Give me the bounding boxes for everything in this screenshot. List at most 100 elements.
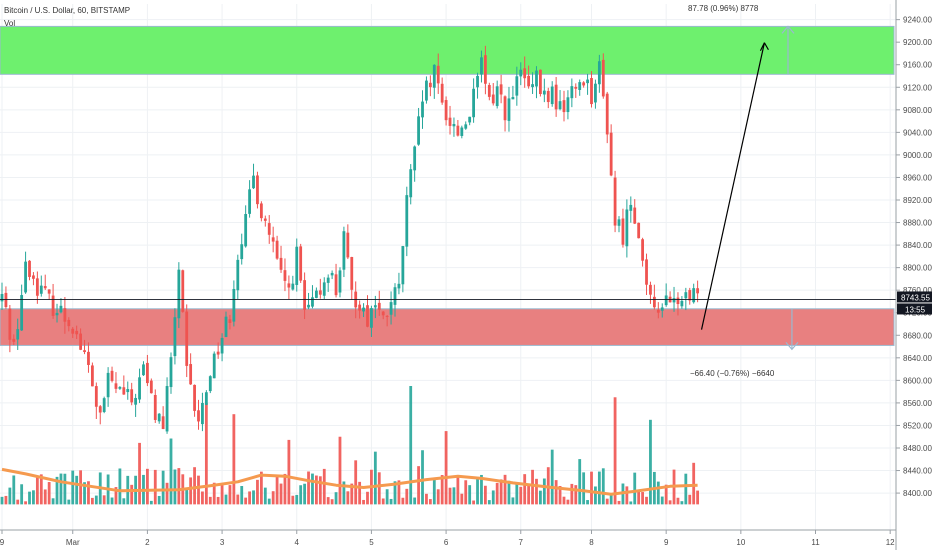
candle-body bbox=[248, 189, 251, 214]
y-tick-label: 8440.00 bbox=[903, 467, 932, 476]
volume-bar bbox=[94, 495, 98, 505]
volume-bar bbox=[527, 483, 531, 505]
volume-bar bbox=[425, 493, 428, 505]
candle-body bbox=[554, 84, 558, 110]
candle-body bbox=[527, 75, 531, 87]
volume-bar bbox=[240, 486, 244, 505]
volume-bar bbox=[436, 489, 440, 505]
volume-bar bbox=[169, 438, 173, 505]
volume-bar bbox=[464, 480, 468, 505]
volume-bar bbox=[511, 497, 515, 505]
candle-body bbox=[605, 93, 609, 135]
volume-bar bbox=[570, 483, 574, 505]
volume-bar bbox=[35, 476, 39, 505]
volume-bar bbox=[601, 468, 605, 505]
candle-body bbox=[75, 330, 79, 335]
y-tick-label: 8400.00 bbox=[903, 489, 932, 498]
candle-body bbox=[102, 398, 106, 412]
volume-bar bbox=[452, 487, 456, 505]
candle-body bbox=[377, 302, 381, 310]
candle-body bbox=[366, 305, 369, 327]
volume-bar bbox=[204, 402, 208, 505]
candle-body bbox=[684, 292, 688, 299]
volume-bar bbox=[676, 497, 680, 505]
volume-bar bbox=[617, 500, 621, 505]
volume-bar bbox=[193, 467, 196, 505]
candle-body bbox=[688, 290, 692, 301]
candle-body bbox=[637, 222, 641, 239]
x-tick-label: 9 bbox=[0, 538, 5, 547]
volume-bar bbox=[322, 468, 326, 505]
candle-body bbox=[362, 307, 365, 312]
volume-bar bbox=[432, 479, 436, 505]
candle-body bbox=[35, 278, 39, 296]
volume-bar bbox=[539, 490, 542, 505]
candle-body bbox=[157, 413, 161, 422]
y-tick-label: 8520.00 bbox=[903, 421, 932, 430]
volume-bar bbox=[110, 497, 114, 505]
volume-bar bbox=[656, 481, 660, 505]
volume-bar bbox=[51, 498, 55, 505]
candle-body bbox=[12, 338, 16, 342]
volume-bar bbox=[267, 498, 271, 505]
volume-bar bbox=[597, 471, 601, 505]
volume-bar bbox=[554, 480, 558, 505]
y-tick-label: 8760.00 bbox=[903, 286, 932, 295]
volume-bar bbox=[495, 482, 499, 505]
volume-bar bbox=[75, 475, 79, 505]
candle-body bbox=[267, 223, 271, 235]
x-tick-label: 6 bbox=[444, 538, 449, 547]
x-tick-label: 7 bbox=[519, 538, 524, 547]
volume-bar bbox=[609, 495, 613, 505]
candle-body bbox=[480, 57, 483, 75]
trade-arrow-line bbox=[700, 42, 766, 330]
x-tick-label: 9 bbox=[664, 538, 669, 547]
candle-body bbox=[656, 309, 660, 313]
volume-bar bbox=[173, 469, 177, 505]
volume-bar bbox=[130, 484, 134, 505]
candle-body bbox=[421, 101, 424, 118]
trade-arrow-head bbox=[759, 42, 769, 52]
candle-body bbox=[393, 287, 397, 305]
volume-bar bbox=[421, 450, 424, 505]
candle-body bbox=[16, 329, 20, 340]
candle-body bbox=[189, 364, 193, 385]
candle-body bbox=[271, 237, 275, 242]
candle-body bbox=[456, 125, 460, 136]
candle-body bbox=[318, 290, 322, 295]
volume-bar bbox=[311, 473, 314, 505]
volume-bar bbox=[283, 473, 287, 505]
candle-body bbox=[476, 75, 479, 88]
candle-body bbox=[531, 84, 534, 88]
volume-bar bbox=[491, 490, 495, 505]
volume-bar bbox=[67, 499, 71, 505]
candle-body bbox=[185, 311, 189, 366]
candle-body bbox=[118, 386, 122, 389]
candle-body bbox=[342, 231, 346, 270]
candle-body bbox=[90, 365, 94, 387]
y-tick-label: 8800.00 bbox=[903, 264, 932, 273]
candle-body bbox=[405, 195, 409, 247]
candle-body bbox=[307, 304, 310, 308]
volume-bar bbox=[161, 470, 165, 505]
volume-bar bbox=[220, 483, 224, 505]
stop-zone bbox=[0, 308, 895, 346]
volume-bar bbox=[354, 460, 358, 505]
volume-bar bbox=[263, 487, 267, 505]
candle-body bbox=[645, 259, 648, 285]
candle-body bbox=[409, 169, 413, 198]
candle-body bbox=[256, 175, 259, 205]
candle-body bbox=[539, 69, 542, 95]
candle-body bbox=[315, 290, 318, 298]
x-tick-label: Mar bbox=[66, 538, 80, 547]
volume-bar bbox=[0, 496, 4, 505]
candle-body bbox=[601, 59, 605, 97]
y-tick-label: 8560.00 bbox=[903, 399, 932, 408]
candle-body bbox=[299, 246, 303, 281]
overlays bbox=[0, 25, 896, 496]
candle-body bbox=[39, 285, 43, 294]
candle-body bbox=[193, 384, 196, 411]
candle-body bbox=[134, 397, 138, 405]
candle-body bbox=[495, 86, 499, 107]
candle-body bbox=[664, 295, 668, 306]
